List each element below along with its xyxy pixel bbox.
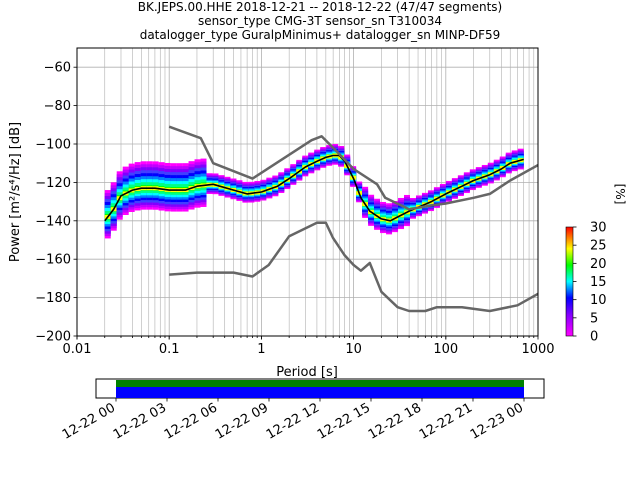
colorbar-label: [%]	[613, 184, 627, 205]
axes: 0.01 0.1 1 10 100 1000 −200 −180 −160 −140 −120 −10…	[35, 61, 554, 357]
time-tick-label: 12-22 06	[162, 400, 220, 442]
y-tick-label: −60	[44, 61, 71, 76]
x-tick-label: 10	[345, 342, 362, 357]
x-tick-label: 0.01	[63, 342, 92, 357]
y-tick-label: −140	[35, 214, 71, 229]
x-tick-label: 0.1	[159, 342, 180, 357]
x-tick-label: 1000	[521, 342, 554, 357]
time-tick-label: 12-22 21	[417, 400, 475, 442]
coverage-bar-blue	[116, 387, 524, 398]
time-tick-label: 12-22 18	[366, 400, 424, 442]
y-tick-label: −120	[35, 176, 71, 191]
title-line-3: datalogger_type GuralpMinimus+ datalogge…	[139, 28, 501, 42]
chart-title: BK.JEPS.00.HHE 2018-12-21 -- 2018-12-22 …	[0, 0, 640, 42]
x-axis-label: Period [s]	[276, 365, 338, 380]
y-tick-label: −200	[35, 330, 71, 345]
colorbar-tick-label: 20	[590, 257, 607, 272]
plot-frame	[76, 47, 539, 337]
time-tick-label: 12-22 12	[264, 400, 322, 442]
time-tick-label: 12-22 09	[213, 400, 271, 442]
series-lines	[104, 125, 538, 313]
colorbar-ticks: 0 5 10 15 20 25 30	[573, 221, 607, 345]
y-tick-label: −180	[35, 291, 71, 306]
x-tick-label: 100	[433, 342, 458, 357]
colorbar-tick-label: 10	[590, 293, 607, 308]
colorbar-tick-label: 30	[590, 221, 607, 236]
colorbar	[565, 226, 574, 337]
colorbar-tick-label: 15	[590, 275, 607, 290]
y-tick-label: −80	[44, 99, 71, 114]
median-psd-line	[104, 154, 524, 222]
y-tick-label: −160	[35, 253, 71, 268]
title-line-2: sensor_type CMG-3T sensor_sn T310034	[197, 14, 443, 28]
colorbar-tick-label: 5	[590, 311, 598, 326]
y-tick-label: −100	[35, 138, 71, 153]
y-axis-label: Power [m²/s⁴/Hz] [dB]	[8, 122, 23, 262]
time-tick-label: 12-22 00	[60, 400, 118, 442]
coverage-bar-green	[116, 380, 524, 387]
time-tick-label: 12-22 15	[315, 400, 373, 442]
time-tick-label: 12-23 00	[468, 400, 526, 442]
title-line-1: BK.JEPS.00.HHE 2018-12-21 -- 2018-12-22 …	[137, 0, 503, 14]
time-tick-label: 12-22 03	[111, 400, 169, 442]
colorbar-tick-label: 0	[590, 330, 598, 345]
noise-model-line	[169, 221, 538, 313]
colorbar-tick-label: 25	[590, 239, 607, 254]
noise-model-line	[168, 125, 538, 211]
x-tick-label: 1	[257, 342, 265, 357]
